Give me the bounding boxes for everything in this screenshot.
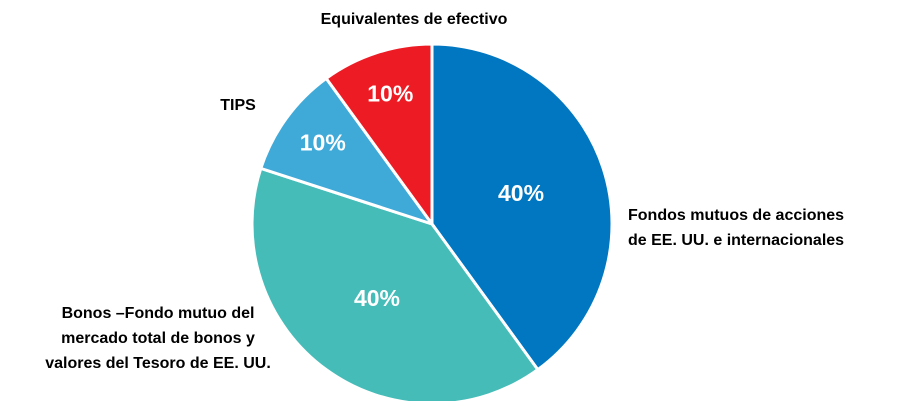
label-line: valores del Tesoro de EE. UU. bbox=[45, 355, 271, 372]
label-line: TIPS bbox=[220, 97, 256, 114]
value-label: 40% bbox=[354, 285, 400, 311]
pie-slice bbox=[324, 42, 434, 229]
label-line: de EE. UU. e internacionales bbox=[628, 232, 844, 249]
label-line: mercado total de bonos y bbox=[61, 330, 255, 347]
category-label: Equivalentes de efectivo bbox=[321, 11, 508, 28]
value-label: 40% bbox=[498, 180, 544, 206]
pie-slice bbox=[250, 166, 540, 401]
category-label: Fondos mutuos de acciones de EE. UU. e in… bbox=[628, 207, 844, 249]
label-line: Equivalentes de efectivo bbox=[321, 11, 508, 28]
category-label: TIPS bbox=[220, 97, 256, 114]
label-line: Fondos mutuos de acciones bbox=[628, 207, 844, 224]
pie-slice bbox=[258, 76, 436, 227]
label-line: Bonos –Fondo mutuo del bbox=[62, 305, 255, 322]
value-label: 10% bbox=[300, 130, 346, 156]
pie-slice bbox=[430, 42, 614, 372]
value-label: 10% bbox=[367, 81, 413, 107]
category-label: Bonos –Fondo mutuo del mercado total de b… bbox=[45, 305, 271, 372]
